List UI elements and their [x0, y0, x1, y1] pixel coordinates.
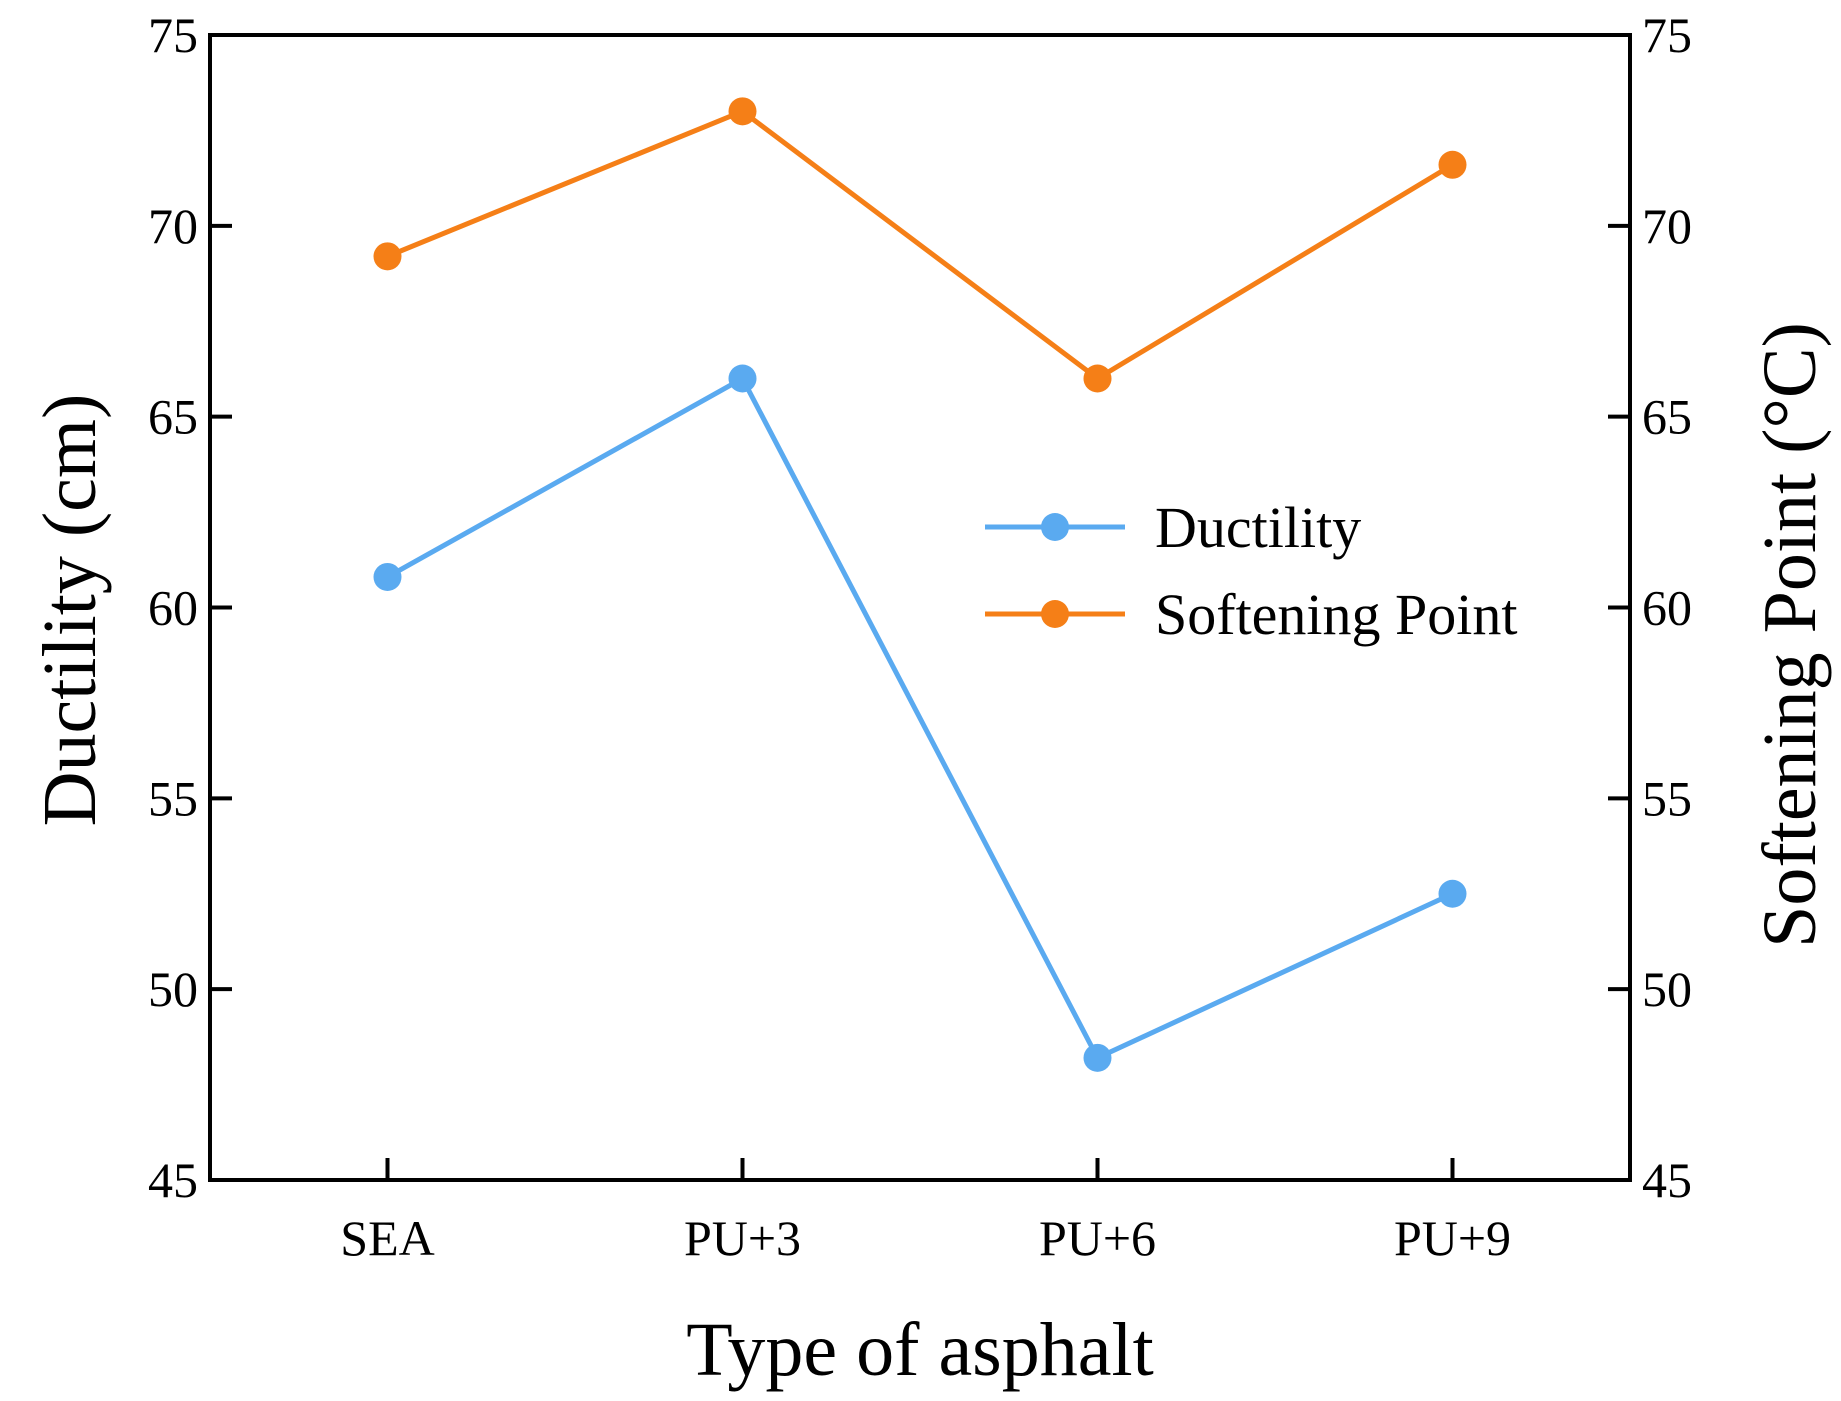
left-axis-ticks: 45 50 55 60 65 70 75 — [148, 7, 232, 1208]
softening-point-point — [373, 242, 402, 271]
ductility-point — [373, 562, 402, 591]
ductility-point — [1083, 1043, 1112, 1072]
left-tick-label: 60 — [148, 580, 198, 636]
series-layer — [373, 97, 1467, 1072]
x-axis-title: Type of asphalt — [686, 1308, 1153, 1392]
x-tick-label: SEA — [340, 1210, 434, 1266]
right-tick-label: 50 — [1642, 961, 1692, 1017]
softening-point-point — [1083, 364, 1112, 393]
right-tick-label: 70 — [1642, 198, 1692, 254]
right-axis-title: Softening Point (°C) — [1748, 322, 1832, 948]
ductility-point — [728, 364, 757, 393]
x-tick-label: PU+3 — [684, 1210, 801, 1266]
x-tick-label: PU+6 — [1039, 1210, 1156, 1266]
legend-marker-ductility — [1041, 513, 1069, 541]
x-tick-label: PU+9 — [1394, 1210, 1511, 1266]
left-axis-title: Ductility (cm) — [28, 394, 112, 827]
right-tick-label: 55 — [1642, 770, 1692, 826]
ductility-line — [386, 375, 1454, 1062]
left-tick-label: 70 — [148, 198, 198, 254]
legend-label-ductility: Ductility — [1155, 495, 1361, 560]
softening-point-point — [728, 97, 757, 126]
legend-label-softening-point: Softening Point — [1155, 582, 1518, 647]
right-tick-label: 45 — [1642, 1152, 1692, 1208]
right-tick-label: 65 — [1642, 389, 1692, 445]
left-tick-label: 55 — [148, 770, 198, 826]
softening-point-point — [1438, 150, 1467, 179]
right-axis-ticks: 45 50 55 60 65 70 75 — [1608, 7, 1692, 1208]
softening-point-line — [386, 108, 1454, 382]
x-axis-ticks: SEA PU+3 PU+6 PU+9 — [340, 1158, 1511, 1266]
left-tick-label: 65 — [148, 389, 198, 445]
legend-marker-softening-point — [1041, 600, 1069, 628]
left-tick-label: 50 — [148, 961, 198, 1017]
right-tick-label: 75 — [1642, 7, 1692, 63]
ductility-point — [1438, 879, 1467, 908]
left-tick-label: 75 — [148, 7, 198, 63]
left-tick-label: 45 — [148, 1152, 198, 1208]
right-tick-label: 60 — [1642, 580, 1692, 636]
legend: Ductility Softening Point — [985, 495, 1518, 647]
